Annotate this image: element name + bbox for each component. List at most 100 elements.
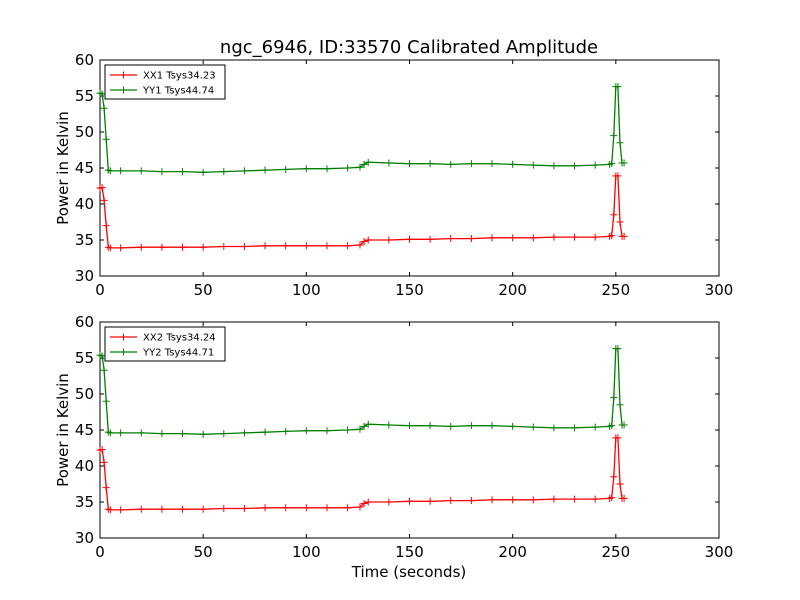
y-tick-label: 30: [75, 529, 94, 547]
data-point: [137, 429, 145, 437]
data-point: [158, 430, 166, 438]
data-point: [488, 160, 496, 168]
series-1-1: [96, 172, 628, 252]
data-point: [591, 233, 599, 241]
x-tick-label: 200: [498, 281, 527, 299]
data-point: [550, 233, 558, 241]
data-point: [282, 165, 290, 173]
data-point: [426, 235, 434, 243]
series-2-1: [96, 434, 628, 514]
data-point: [356, 425, 364, 433]
data-point: [106, 506, 114, 514]
data-point: [302, 427, 310, 435]
data-point: [179, 505, 187, 513]
data-point: [529, 234, 537, 242]
data-point: [323, 242, 331, 250]
data-point: [364, 498, 372, 506]
data-point: [102, 222, 110, 230]
data-point: [364, 236, 372, 244]
data-point: [199, 168, 207, 176]
legend-marker: [120, 71, 127, 79]
data-point: [261, 428, 269, 436]
data-point: [509, 160, 517, 168]
data-point: [220, 168, 228, 176]
data-point: [179, 430, 187, 438]
x-tick-label: 0: [95, 281, 105, 299]
y-tick-label: 40: [75, 457, 94, 475]
data-point: [385, 236, 393, 244]
legend-2: XX2 Tsys34.24 YY2 Tsys44.71: [104, 326, 226, 362]
data-point: [426, 160, 434, 168]
x-axis-label: Time (seconds): [351, 563, 467, 581]
y-axis-label-1: Power in Kelvin: [54, 111, 72, 225]
data-point: [614, 83, 622, 91]
data-point: [406, 160, 413, 168]
data-point: [488, 422, 496, 430]
data-point: [608, 422, 616, 430]
data-point: [364, 158, 372, 166]
data-point: [364, 420, 372, 428]
data-point: [137, 167, 145, 175]
data-point: [199, 430, 207, 438]
x-tick-label: 50: [194, 543, 213, 561]
data-point: [360, 160, 368, 168]
data-point: [447, 160, 455, 168]
data-point: [261, 504, 269, 512]
data-point: [616, 218, 624, 226]
data-point: [302, 242, 310, 250]
data-point: [137, 505, 145, 513]
data-point: [220, 430, 228, 438]
data-point: [406, 497, 413, 505]
chart-title: ngc_6946, ID:33570 Calibrated Amplitude: [220, 37, 598, 58]
x-tick-label: 250: [602, 543, 631, 561]
data-point: [360, 422, 368, 430]
y-tick-label: 50: [75, 123, 94, 141]
panel-1: 0 50 100 150 200 250 300 30 35 40 45 50 55 60 Power in…: [54, 51, 733, 299]
data-point: [385, 421, 393, 429]
data-point: [488, 234, 496, 242]
x-tick-label: 150: [395, 543, 424, 561]
y-tick-label: 55: [75, 349, 94, 367]
data-point: [467, 235, 475, 243]
y-tick-label: 35: [75, 231, 94, 249]
data-point: [620, 232, 628, 240]
data-point: [158, 168, 166, 176]
y-tick-label: 45: [75, 159, 94, 177]
y-tick-label: 55: [75, 87, 94, 105]
x-tick-label: 300: [705, 281, 734, 299]
data-point: [240, 242, 248, 250]
data-point: [282, 504, 290, 512]
data-point: [447, 235, 455, 243]
data-point: [550, 424, 558, 432]
legend-marker: [120, 86, 127, 94]
data-point: [406, 422, 413, 430]
data-point: [240, 167, 248, 175]
legend-label: XX2 Tsys34.24: [143, 333, 216, 344]
data-point: [591, 161, 599, 169]
data-point: [509, 422, 517, 430]
data-point: [282, 242, 290, 250]
data-point: [620, 159, 628, 167]
data-point: [467, 497, 475, 505]
data-point: [447, 497, 455, 505]
data-point: [117, 244, 125, 252]
data-point: [323, 504, 331, 512]
data-point: [385, 498, 393, 506]
data-point: [100, 196, 108, 204]
data-point: [610, 394, 618, 402]
data-point: [356, 503, 364, 511]
legend-box: [104, 326, 226, 362]
series-1-2: [96, 83, 628, 176]
data-point: [179, 168, 187, 176]
data-point: [608, 160, 616, 168]
data-point: [406, 235, 413, 243]
x-tick-label: 100: [292, 281, 321, 299]
legend-box: [104, 64, 226, 100]
data-point: [102, 397, 110, 405]
x-tick-label: 250: [602, 281, 631, 299]
data-point: [467, 422, 475, 430]
data-point: [106, 167, 114, 175]
data-point: [199, 505, 207, 513]
data-point: [620, 494, 628, 502]
